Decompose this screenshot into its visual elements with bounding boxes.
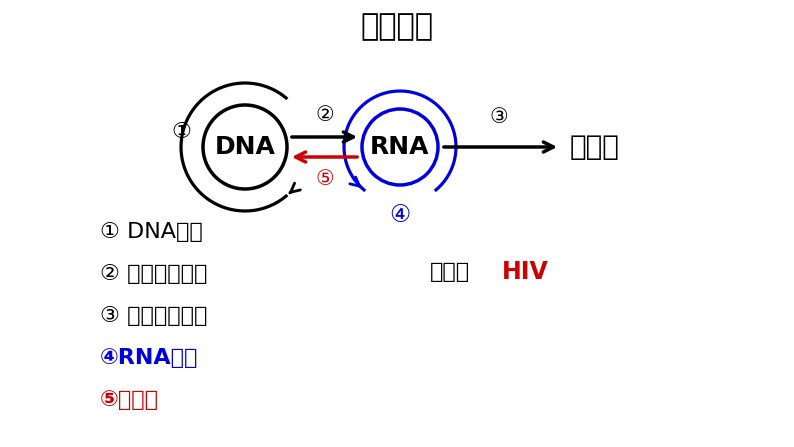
Text: RNA: RNA xyxy=(370,135,430,159)
Text: ② 遗传信息转录: ② 遗传信息转录 xyxy=(100,264,207,284)
Text: ①: ① xyxy=(171,122,191,142)
Text: ③ 遗传信息翻译: ③ 遗传信息翻译 xyxy=(100,306,207,326)
Text: ④RNA复制: ④RNA复制 xyxy=(100,348,198,368)
Text: 例子：: 例子： xyxy=(430,262,470,282)
Text: ⑤: ⑤ xyxy=(315,169,333,189)
Text: DNA: DNA xyxy=(214,135,276,159)
Text: ① DNA复制: ① DNA复制 xyxy=(100,222,202,242)
Text: HIV: HIV xyxy=(502,260,549,284)
Text: ③: ③ xyxy=(490,107,508,127)
Text: 蛋白质: 蛋白质 xyxy=(570,133,620,161)
Text: ④: ④ xyxy=(389,203,410,227)
Text: 中心法则: 中心法则 xyxy=(360,13,434,42)
Text: ②: ② xyxy=(315,105,333,125)
Text: ⑤逆转录: ⑤逆转录 xyxy=(100,390,159,410)
